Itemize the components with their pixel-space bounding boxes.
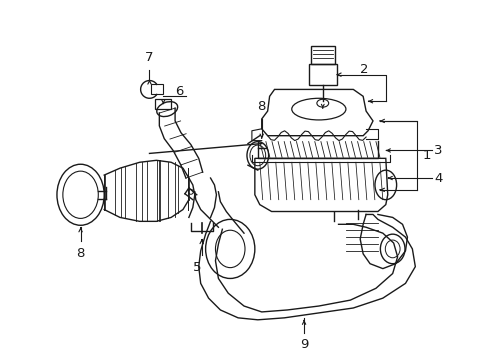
Text: 7: 7 [145, 51, 154, 64]
Text: 9: 9 [300, 338, 308, 351]
Text: 3: 3 [434, 144, 442, 157]
Text: 2: 2 [360, 63, 368, 76]
Text: 1: 1 [422, 149, 431, 162]
Text: 8: 8 [258, 100, 266, 113]
Text: 6: 6 [175, 85, 183, 98]
Text: 4: 4 [434, 171, 442, 185]
Text: 5: 5 [193, 261, 201, 274]
Text: 8: 8 [76, 247, 85, 260]
